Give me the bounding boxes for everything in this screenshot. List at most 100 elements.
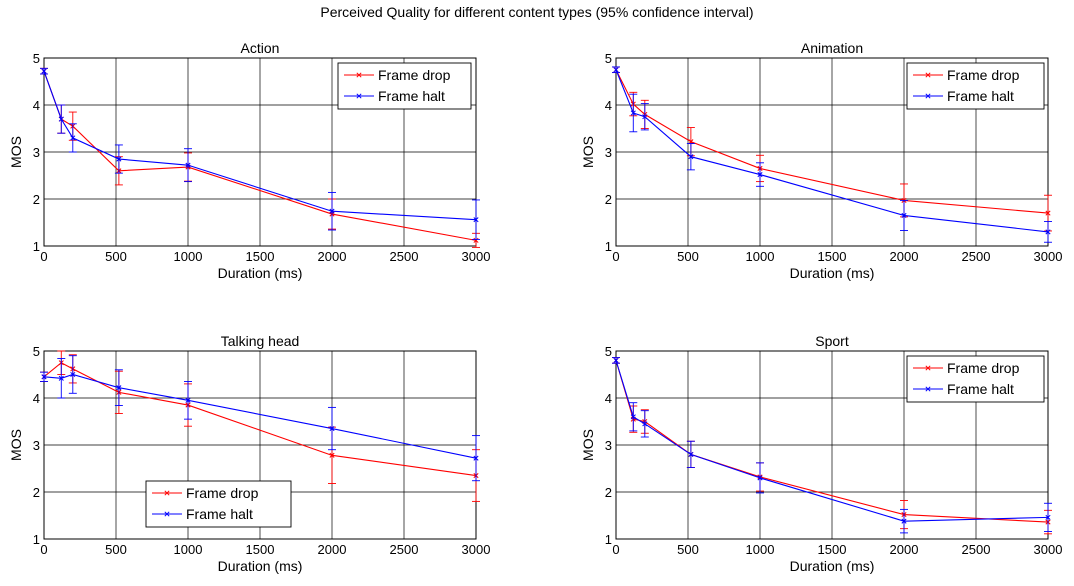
legend-marker: [925, 72, 931, 78]
x-tick-label: 2000: [890, 542, 919, 557]
x-tick-label: 500: [105, 542, 127, 557]
legend-box: [145, 480, 292, 528]
x-tick-label: 1000: [746, 249, 775, 264]
data-point: [185, 162, 191, 168]
x-tick-label: 0: [612, 249, 619, 264]
x-tick-label: 1500: [818, 542, 847, 557]
chart-title: Animation: [801, 40, 863, 56]
data-point: [58, 116, 64, 122]
y-tick-label: 1: [605, 532, 612, 547]
x-tick-label: 1500: [246, 249, 275, 264]
y-tick-label: 3: [33, 438, 40, 453]
x-tick-label: 1500: [818, 249, 847, 264]
legend-label: Frame drop: [947, 67, 1020, 83]
x-axis-label: Duration (ms): [218, 265, 303, 281]
legend: Frame drop Frame halt: [906, 355, 1045, 403]
legend-marker: [164, 490, 170, 496]
legend-marker: [356, 72, 362, 78]
y-tick-label: 2: [33, 485, 40, 500]
y-tick-label: 4: [33, 391, 40, 406]
chart-panel-3: 0 500 1000 1500 2000 2500 3000 1 2 3 4 5 Talking hea…: [8, 333, 490, 574]
chart-title: Sport: [815, 333, 849, 349]
data-point: [41, 68, 47, 74]
data-point: [116, 385, 122, 391]
data-point: [630, 414, 636, 420]
x-tick-label: 500: [105, 249, 127, 264]
y-axis-label: MOS: [580, 429, 596, 461]
x-tick-label: 1000: [174, 542, 203, 557]
data-point: [58, 375, 64, 381]
data-point: [613, 67, 619, 73]
y-tick-label: 4: [33, 98, 40, 113]
figure-suptitle: Perceived Quality for different content …: [320, 4, 754, 20]
data-point: [642, 114, 648, 120]
legend-label: Frame halt: [186, 506, 253, 522]
data-point: [473, 217, 479, 223]
data-point: [329, 208, 335, 214]
x-tick-label: 3000: [1034, 542, 1063, 557]
x-tick-label: 1500: [246, 542, 275, 557]
data-point: [329, 452, 335, 458]
y-tick-label: 5: [33, 51, 40, 66]
y-tick-label: 1: [33, 239, 40, 254]
x-tick-label: 0: [40, 542, 47, 557]
x-tick-label: 2500: [390, 542, 419, 557]
x-tick-label: 1000: [174, 249, 203, 264]
axes-box: [43, 57, 477, 247]
data-point: [901, 212, 907, 219]
chart-panel-1: 0 500 1000 1500 2000 2500 3000 1 2 3 4 5 Action Durat…: [8, 40, 490, 281]
data-point: [329, 425, 335, 432]
x-tick-label: 2000: [318, 542, 347, 557]
x-tick-label: 2000: [890, 249, 919, 264]
legend-label: Frame drop: [186, 485, 259, 501]
y-tick-label: 3: [605, 438, 612, 453]
data-point: [473, 237, 479, 243]
data-point: [642, 421, 648, 427]
legend-box: [906, 62, 1045, 110]
legend-label: Frame halt: [947, 88, 1014, 104]
legend-marker: [164, 511, 170, 517]
data-point: [1045, 514, 1051, 520]
series-frame-halt: [40, 355, 480, 482]
y-tick-label: 5: [605, 51, 612, 66]
legend: Frame drop Frame halt: [337, 62, 472, 110]
x-tick-label: 2500: [962, 542, 991, 557]
x-tick-label: 3000: [462, 249, 491, 264]
legend-box: [906, 355, 1045, 403]
legend-marker: [925, 386, 931, 392]
legend-box: [337, 62, 472, 110]
series-frame-halt: [612, 357, 1052, 534]
data-point: [630, 110, 636, 116]
y-tick-label: 5: [605, 344, 612, 359]
x-axis-label: Duration (ms): [790, 265, 875, 281]
x-tick-label: 0: [40, 249, 47, 264]
legend-label: Frame drop: [378, 67, 451, 83]
data-point: [757, 172, 763, 178]
axes-box: [615, 57, 1049, 247]
legend: Frame drop Frame halt: [145, 480, 292, 528]
series-frame-halt: [40, 67, 480, 240]
data-point: [757, 475, 763, 481]
x-tick-label: 2000: [318, 249, 347, 264]
data-point: [1045, 210, 1051, 216]
x-tick-label: 3000: [462, 542, 491, 557]
legend-label: Frame halt: [378, 88, 445, 104]
legend-marker: [356, 93, 362, 99]
y-tick-label: 3: [605, 145, 612, 160]
data-point: [473, 455, 479, 461]
legend-label: Frame drop: [947, 360, 1020, 376]
y-tick-label: 4: [605, 391, 612, 406]
data-point: [70, 371, 76, 378]
data-point: [613, 357, 619, 363]
data-point: [901, 518, 907, 524]
y-tick-label: 1: [605, 239, 612, 254]
x-tick-label: 500: [677, 249, 699, 264]
data-point: [116, 156, 122, 162]
y-axis-label: MOS: [8, 429, 24, 461]
y-tick-label: 2: [33, 192, 40, 207]
y-tick-label: 5: [33, 344, 40, 359]
y-axis-label: MOS: [580, 136, 596, 168]
y-tick-label: 3: [33, 145, 40, 160]
chart-panel-4: 0 500 1000 1500 2000 2500 3000 1 2 3 4 5 Sport Durati…: [580, 333, 1062, 574]
